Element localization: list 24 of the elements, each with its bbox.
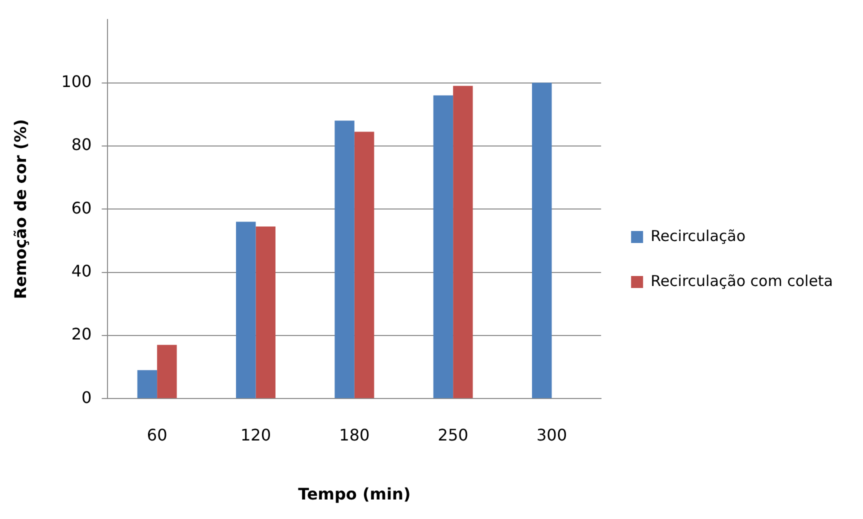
x-axis-title: Tempo (min): [298, 484, 411, 504]
x-tick-label: 180: [339, 425, 370, 444]
x-tick-label: 300: [536, 425, 568, 444]
bar: [157, 344, 177, 398]
y-tick-label: 80: [71, 135, 92, 154]
x-tick-label: 250: [438, 425, 468, 444]
bar: [137, 370, 158, 398]
bar: [354, 132, 374, 398]
y-tick-label: 100: [61, 72, 92, 91]
bar: [433, 95, 454, 398]
bar: [256, 226, 276, 398]
y-tick-label: 0: [82, 388, 92, 407]
x-tick-label: 60: [146, 425, 168, 444]
y-tick-label: 40: [71, 261, 92, 280]
bar: [453, 86, 473, 398]
x-tick-label: 120: [240, 425, 272, 444]
legend-label: Recirculação: [650, 226, 746, 245]
bar: [236, 222, 256, 398]
y-tick-label: 60: [71, 198, 92, 218]
y-tick-label: 20: [71, 324, 92, 344]
bar: [334, 120, 354, 398]
legend-label: Recirculação com coleta: [650, 272, 834, 290]
bar: [532, 82, 552, 398]
y-axis-title: Remoção de cor (%): [10, 119, 30, 300]
